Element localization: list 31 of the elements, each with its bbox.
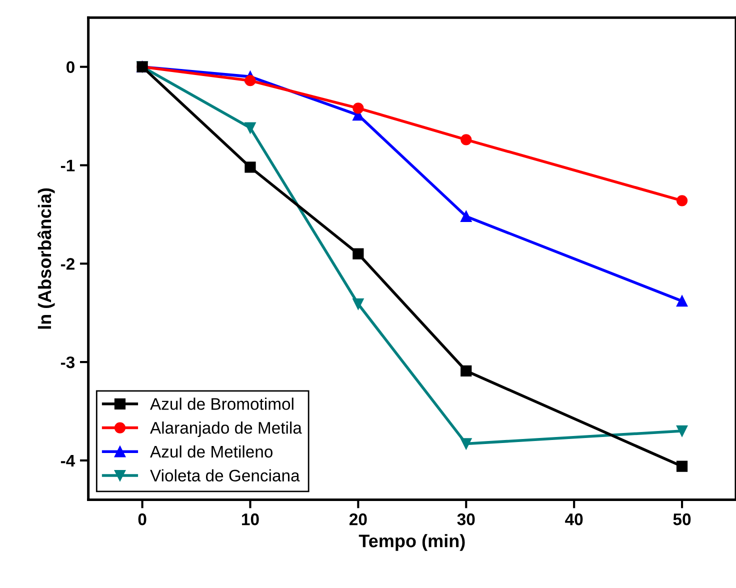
x-tick-label: 30 [457,513,475,526]
point [676,425,688,436]
x-tick-label: 40 [565,513,583,526]
point [676,460,688,472]
point [352,102,364,114]
point [460,438,472,450]
x-tick-label: 50 [673,513,691,526]
y-tick-label: -3 [60,356,75,368]
y-tick-label: -2 [60,258,74,270]
point [460,365,472,376]
legend-label: Azul de Bromotimol [150,398,294,410]
point [460,134,472,146]
y-tick-label: -4 [60,455,76,466]
y-tick-label: 0 [66,61,74,74]
y-axis-title: ln (Absorbância) [38,188,55,329]
point [244,162,256,173]
point [352,298,364,310]
legend-label: Alaranjado de Metila [150,422,302,438]
x-axis-title: Tempo (min) [358,534,465,551]
point [676,295,688,307]
point [460,210,472,222]
legend-label: Azul de Metileno [150,445,273,458]
x-tick-label: 0 [138,513,146,526]
x-tick-label: 10 [242,513,259,526]
point [244,122,256,134]
y-tick-label: -1 [60,160,75,172]
legend-label: Violeta de Genciana [150,469,300,482]
point [352,248,364,260]
point [676,195,688,206]
x-tick-label: 20 [349,513,367,526]
point [244,75,256,86]
